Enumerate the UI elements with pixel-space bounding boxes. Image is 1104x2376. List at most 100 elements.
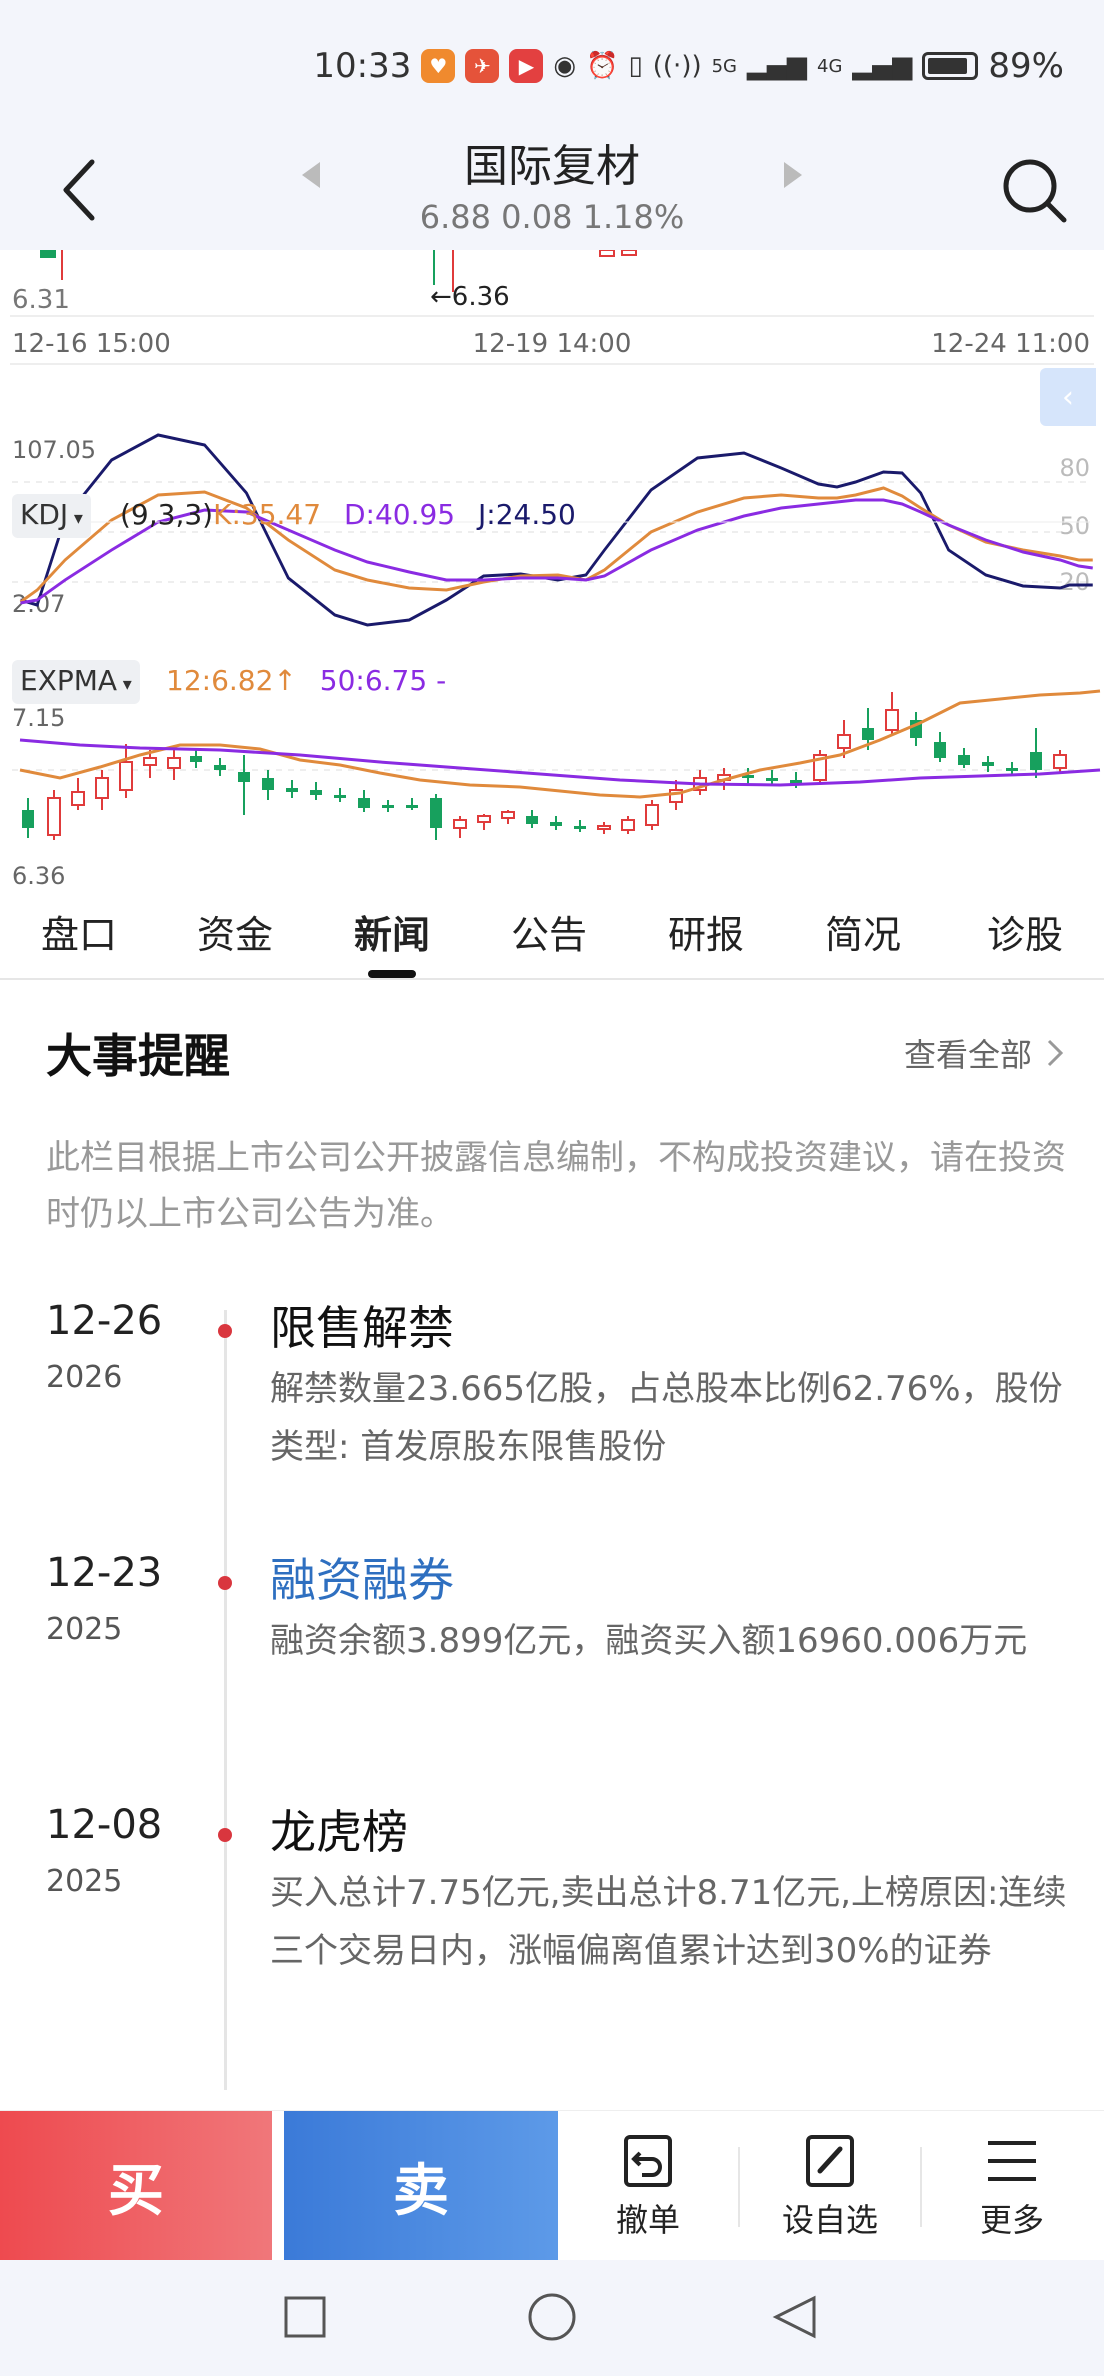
- kdj-d-value: D:40.95: [343, 498, 456, 531]
- kdj-d-line: [20, 498, 1093, 605]
- buy-button[interactable]: 买: [0, 2111, 272, 2261]
- event-title: 限售解禁: [270, 1301, 454, 1355]
- candle-body: [119, 761, 133, 791]
- tab-diagnosis[interactable]: 诊股: [986, 913, 1063, 957]
- tab-research[interactable]: 研报: [667, 913, 744, 957]
- wifi-icon: ((·)): [652, 51, 702, 81]
- time-label-start: 12-16 15:00: [12, 329, 171, 359]
- tab-news[interactable]: 新闻: [353, 913, 430, 957]
- tab-funds[interactable]: 资金: [196, 913, 273, 957]
- candle-body: [262, 778, 274, 790]
- more-label: 更多: [979, 2201, 1044, 2239]
- stock-header: 国际复材 6.88 0.08 1.18%: [0, 130, 1104, 250]
- chart-svg: 6.31 ←6.36 12-16 15:00 12-19 14:00 12-24…: [10, 250, 1101, 890]
- candle-body: [167, 757, 181, 769]
- stock-quote: 6.88 0.08 1.18%: [419, 198, 685, 236]
- timeline-dot: [218, 1576, 232, 1590]
- kdj-j-value: J:24.50: [478, 498, 576, 531]
- signal-icon: ▂▄▆: [852, 51, 913, 81]
- signal-label-2: 4G: [817, 55, 843, 77]
- main-candle: [621, 250, 637, 256]
- kdj-k-value: K:35.47: [213, 498, 322, 531]
- expma-selector[interactable]: EXPMA ▾: [12, 660, 140, 704]
- cancel-order-label: 撤单: [615, 2201, 680, 2239]
- candle-body: [958, 755, 970, 765]
- status-bar: 10:33 ♥ ✈ ▶ ◉ ⏰ ▯ ((·)) 5G ▂▄▆ 4G ▂▄▆ 89…: [0, 0, 1104, 130]
- add-watchlist-label: 设自选: [781, 2201, 878, 2239]
- collapse-panel-tab[interactable]: ‹: [1040, 368, 1096, 426]
- expma-values: 12:6.82↑ 50:6.75 -: [166, 664, 446, 697]
- detail-tabs: 盘口 资金 新闻 公告 研报 简况 诊股: [0, 890, 1104, 980]
- ema12-line: [19, 689, 1101, 799]
- stock-title: 国际复材: [464, 141, 640, 192]
- next-stock-icon[interactable]: [782, 160, 806, 190]
- candle-body: [430, 798, 442, 828]
- event-description: 融资余额3.899亿元，融资买入额16960.006万元: [270, 1621, 1028, 1661]
- expma-max-label: 7.15: [12, 704, 65, 732]
- ema50-line: [19, 738, 1101, 787]
- sell-button[interactable]: 卖: [284, 2111, 558, 2261]
- candle-body: [574, 826, 586, 829]
- candle-body: [934, 742, 946, 758]
- more-button[interactable]: 更多: [932, 2111, 1092, 2261]
- disclaimer-text: 此栏目根据上市公司公开披露信息编制，不构成投资建议，请在投资时仍以上市公司公告为…: [46, 1138, 1066, 1234]
- view-all-label: 查看全部: [903, 1036, 1032, 1074]
- previous-stock-icon[interactable]: [298, 160, 322, 190]
- candle-body: [190, 756, 202, 762]
- candle-body: [550, 822, 562, 826]
- search-icon[interactable]: [994, 150, 1074, 230]
- candle-body: [334, 795, 346, 798]
- app-notification-icon: ♥: [421, 49, 456, 83]
- event-description: 买入总计7.75亿元,卖出总计8.71亿元,上榜原因:连续三个交易日内，涨幅偏离…: [270, 1873, 1067, 1971]
- undo-icon: [624, 2135, 672, 2187]
- candle-body: [238, 772, 250, 782]
- candle-body: [862, 728, 874, 740]
- kdj-level-20: 20: [1059, 568, 1090, 596]
- edit-icon: [806, 2135, 854, 2187]
- active-tab-indicator: [368, 970, 416, 978]
- event-year: 2025: [46, 1612, 123, 1647]
- back-icon[interactable]: [772, 2295, 816, 2339]
- event-title-link[interactable]: 融资融券: [270, 1553, 454, 1607]
- add-watchlist-button[interactable]: 设自选: [750, 2111, 910, 2261]
- view-all-link[interactable]: 查看全部: [904, 1030, 1064, 1076]
- candle-body: [477, 815, 491, 823]
- kdj-max-label: 107.05: [12, 436, 96, 464]
- event-date: 12-23: [46, 1550, 163, 1596]
- tab-announcements[interactable]: 公告: [510, 913, 587, 957]
- status-right: 10:33 ♥ ✈ ▶ ◉ ⏰ ▯ ((·)) 5G ▂▄▆ 4G ▂▄▆ 89…: [313, 44, 1064, 88]
- tab-panel[interactable]: 盘口: [40, 913, 117, 957]
- dropdown-icon: ▾: [117, 674, 132, 695]
- main-candle: [40, 250, 56, 258]
- cancel-order-button[interactable]: 撤单: [568, 2111, 728, 2261]
- timeline-dot: [218, 1828, 232, 1842]
- main-candle: [599, 250, 615, 257]
- signal-icon: ▂▄▆: [747, 51, 808, 81]
- candle-body: [1006, 768, 1018, 771]
- candle-body: [742, 775, 754, 778]
- candle-body: [214, 765, 226, 770]
- kdj-level-80: 80: [1059, 454, 1090, 482]
- candle-body: [22, 810, 34, 828]
- trade-action-bar: 买 卖 撤单 设自选 更多: [0, 2110, 1104, 2261]
- ema12-value: 12:6.82: [166, 664, 274, 697]
- kdj-params: (9,3,3): [120, 498, 214, 531]
- back-arrow-icon[interactable]: [50, 150, 110, 230]
- kdj-selector[interactable]: KDJ ▾: [12, 494, 91, 538]
- tab-profile[interactable]: 简况: [824, 913, 901, 957]
- candle-body: [766, 778, 778, 781]
- time-label-end: 12-24 11:00: [931, 329, 1090, 359]
- home-icon[interactable]: [528, 2293, 576, 2341]
- candle-body: [286, 788, 298, 792]
- candle-body: [71, 791, 85, 806]
- candle-body: [382, 805, 394, 808]
- system-navigation-bar: [0, 2260, 1104, 2376]
- recent-apps-icon[interactable]: [284, 2296, 326, 2338]
- expma-candles: [22, 692, 1067, 840]
- kline-chart-area[interactable]: 6.31 ←6.36 12-16 15:00 12-19 14:00 12-24…: [0, 250, 1104, 890]
- kdj-selector-label: KDJ: [20, 498, 69, 531]
- kdj-level-50: 50: [1059, 512, 1090, 540]
- candle-body: [526, 816, 538, 824]
- candle-body: [1053, 754, 1067, 769]
- ema12-arrow: ↑: [273, 664, 297, 697]
